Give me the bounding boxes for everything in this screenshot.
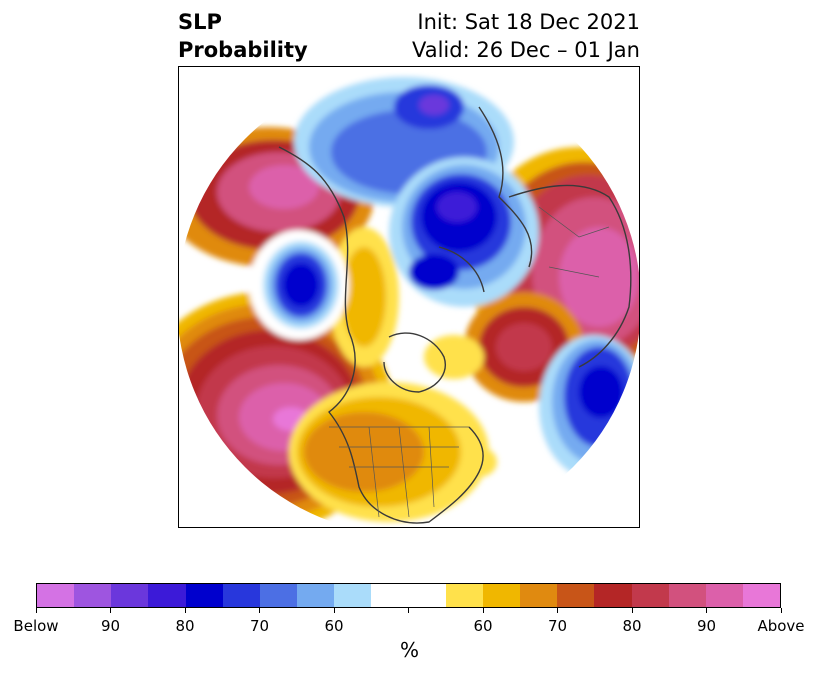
colorbar-tick-label: 70: [547, 617, 568, 635]
colorbar-segment: [742, 584, 781, 607]
colorbar-segment: [371, 584, 409, 607]
colorbar-segment: [185, 584, 223, 607]
probability-map: [179, 71, 639, 527]
colorbar-segment: [408, 584, 446, 607]
colorbar-tick-label: 60: [473, 617, 493, 635]
anomaly-above-united-states: [289, 382, 489, 522]
title-block-left: SLP Probability: [178, 8, 308, 64]
colorbar-tick: [706, 608, 707, 613]
colorbar-segment: [705, 584, 743, 607]
colorbar-tick: [557, 608, 558, 613]
colorbar-segment: [668, 584, 706, 607]
colorbar-segment: [482, 584, 521, 607]
colorbar-unit-label: %: [399, 638, 419, 662]
colorbar-tick-label: 80: [175, 617, 195, 635]
map-title-variable: SLP: [178, 10, 222, 34]
colorbar-tick-label: 60: [324, 617, 344, 635]
colorbar-segment: [222, 584, 260, 607]
colorbar-segment: [631, 584, 669, 607]
coastlines: [278, 106, 632, 524]
colorbar-segment: [259, 584, 298, 607]
colorbar-tick: [333, 608, 335, 613]
map-panel: [178, 66, 640, 528]
colorbar-segment: [148, 584, 186, 607]
colorbar-segment: [334, 584, 372, 607]
colorbar-ticks: Below 90 80 70 60 60 70 80 90 Above: [13, 608, 805, 635]
colorbar-tick-label: Above: [757, 617, 805, 635]
colorbar-tick: [35, 608, 37, 613]
political-boundaries: [329, 206, 610, 518]
colorbar-tick: [408, 608, 409, 613]
colorbar-segment: [74, 584, 112, 607]
colorbar-segment: [111, 584, 149, 607]
colorbar-tick: [482, 608, 484, 613]
colorbar-segment: [557, 584, 595, 607]
colorbar-tick: [780, 608, 782, 613]
colorbar-tick-label: 70: [249, 617, 270, 635]
anomaly-below-baffin: [389, 157, 539, 307]
init-time-label: Init: Sat 18 Dec 2021: [417, 10, 640, 34]
colorbar-tick-label: 90: [696, 617, 717, 635]
colorbar-tick-label: 90: [100, 617, 121, 635]
map-title-product: Probability: [178, 38, 308, 62]
colorbar-segment: [520, 584, 558, 607]
colorbar-segment: [297, 584, 335, 607]
colorbar-tick: [110, 608, 111, 613]
colorbar-segment: [594, 584, 632, 607]
anomaly-above-canada: [329, 227, 497, 477]
colorbar-tick: [184, 608, 186, 613]
colorbar-tick-label: Below: [13, 617, 59, 635]
valid-period-label: Valid: 26 Dec – 01 Jan: [411, 38, 640, 62]
anomaly-below-bering: [249, 230, 349, 340]
colorbar-tick-label: 80: [622, 617, 642, 635]
colorbar: [36, 583, 781, 608]
colorbar-tick: [631, 608, 633, 613]
title-block-right: Init: Sat 18 Dec 2021 Valid: 26 Dec – 01…: [412, 8, 640, 64]
colorbar-segment: [37, 584, 75, 607]
colorbar-segment: [445, 584, 483, 607]
colorbar-tick: [259, 608, 260, 613]
